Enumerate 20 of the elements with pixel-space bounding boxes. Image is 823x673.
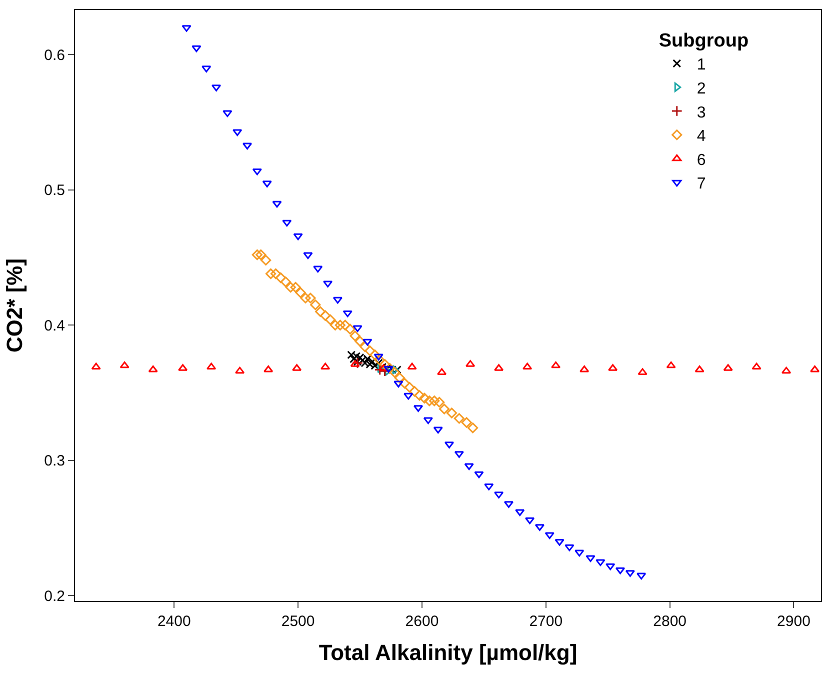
y-tick-label: 0.3 xyxy=(44,452,65,470)
x-tick-label: 2800 xyxy=(653,613,687,630)
legend-label: 7 xyxy=(696,176,706,193)
y-tick-label: 0.6 xyxy=(44,46,65,64)
y-axis-title: CO2* [%] xyxy=(2,258,27,353)
x-tick-label: 2900 xyxy=(777,613,810,630)
legend-label: 4 xyxy=(696,128,706,146)
x-tick-label: 2400 xyxy=(157,613,191,630)
x-axis-title: Total Alkalinity [µmol/kg] xyxy=(318,640,578,665)
x-tick-label: 2500 xyxy=(281,613,315,630)
legend-label: 2 xyxy=(696,80,706,98)
legend-label: 3 xyxy=(696,104,706,122)
legend-label: 6 xyxy=(696,152,706,169)
legend-label: 1 xyxy=(696,56,706,74)
y-tick-label: 0.2 xyxy=(44,588,65,605)
legend-title: Subgroup xyxy=(658,30,749,52)
x-tick-label: 2700 xyxy=(529,613,563,630)
y-tick-label: 0.5 xyxy=(44,182,65,200)
x-tick-label: 2600 xyxy=(405,613,439,630)
y-tick-label: 0.4 xyxy=(44,317,65,334)
